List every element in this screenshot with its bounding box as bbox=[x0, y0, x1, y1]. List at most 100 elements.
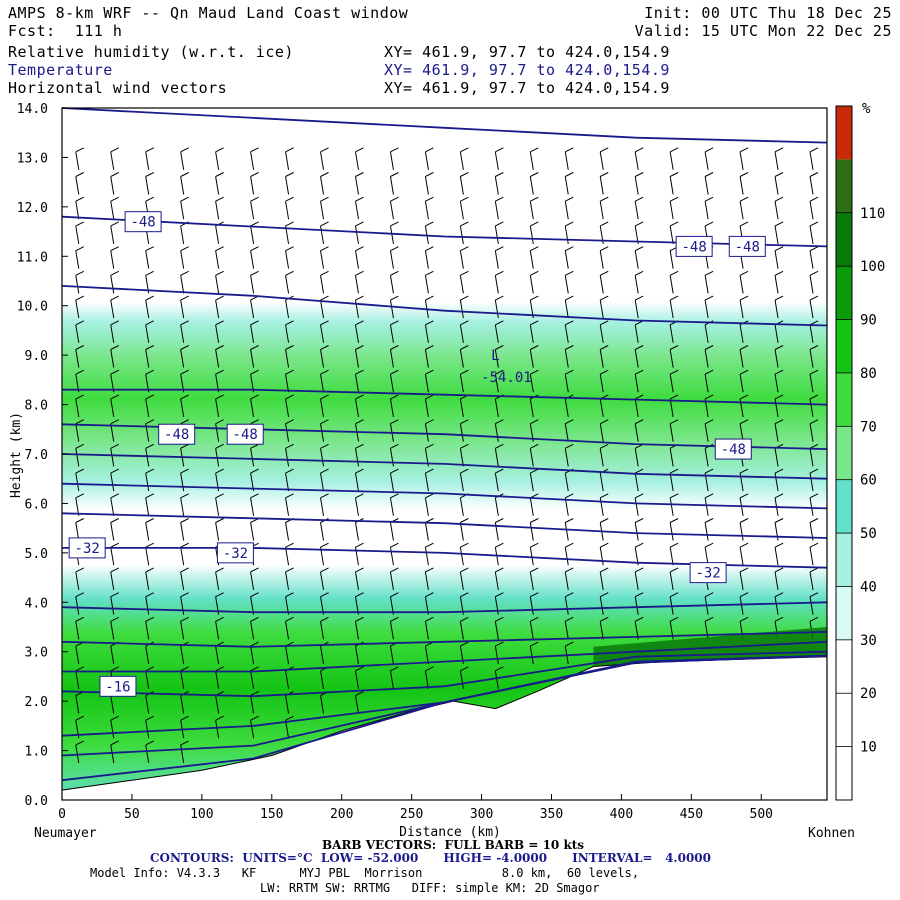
wind-barb bbox=[180, 567, 189, 591]
wind-barb bbox=[739, 567, 749, 591]
wind-barb bbox=[529, 443, 539, 467]
wind-barb bbox=[704, 518, 714, 541]
wind-barb bbox=[320, 443, 329, 467]
temperature-contour bbox=[61, 631, 828, 648]
wind-barb bbox=[494, 345, 504, 368]
wind-barb bbox=[704, 196, 714, 220]
colorbar-segment bbox=[836, 533, 852, 587]
wind-barb bbox=[110, 172, 119, 195]
wind-barb bbox=[180, 468, 189, 492]
temperature-contour bbox=[61, 285, 828, 327]
wind-barb bbox=[669, 468, 679, 492]
wind-barb bbox=[215, 196, 224, 220]
y-tick-label: 9.0 bbox=[25, 349, 48, 364]
wind-barb bbox=[110, 270, 119, 294]
y-tick-label: 1.0 bbox=[25, 745, 48, 760]
wind-barb bbox=[320, 369, 329, 393]
svg-text:-48: -48 bbox=[164, 427, 189, 443]
temperature-contour bbox=[62, 388, 828, 406]
wind-barb bbox=[424, 147, 434, 170]
wind-barb bbox=[215, 493, 224, 516]
wind-barb bbox=[145, 616, 154, 640]
wind-barb bbox=[389, 196, 399, 220]
wind-barb bbox=[285, 320, 294, 343]
colorbar-segment bbox=[836, 693, 852, 747]
wind-barb bbox=[599, 147, 609, 170]
wind-barb bbox=[389, 295, 399, 319]
wind-barb bbox=[739, 196, 749, 220]
wind-barb bbox=[809, 419, 819, 442]
wind-barb bbox=[634, 172, 644, 195]
wind-barb bbox=[215, 715, 224, 739]
wind-barb bbox=[564, 172, 574, 195]
wind-barb bbox=[424, 345, 434, 368]
wind-barb bbox=[285, 715, 294, 739]
contour-label: -32 bbox=[216, 542, 254, 564]
wind-barb bbox=[529, 172, 539, 195]
wind-barb bbox=[145, 592, 154, 615]
wind-barb bbox=[250, 666, 259, 689]
wind-barb bbox=[389, 270, 399, 294]
wind-barb bbox=[459, 221, 469, 245]
wind-barb bbox=[389, 369, 399, 393]
x-tick-label: 250 bbox=[400, 807, 423, 822]
wind-barb bbox=[739, 542, 749, 566]
wind-barb bbox=[354, 691, 364, 714]
y-axis-label: Height (km) bbox=[9, 412, 24, 498]
wind-barb bbox=[389, 320, 399, 343]
svg-text:-48: -48 bbox=[721, 442, 746, 458]
model-info-line2: LW: RRTM SW: RRTMG DIFF: simple KM: 2D S… bbox=[260, 881, 600, 895]
wind-barb bbox=[354, 369, 364, 393]
colorbar-unit: % bbox=[862, 101, 871, 117]
wind-barb bbox=[250, 394, 259, 418]
wind-barb bbox=[180, 270, 189, 294]
wind-barb bbox=[774, 270, 784, 294]
colorbar-frame bbox=[835, 105, 853, 801]
wind-barb bbox=[809, 345, 819, 368]
wind-barb bbox=[634, 369, 644, 393]
wind-barb bbox=[564, 443, 574, 467]
wind-barb bbox=[250, 172, 259, 195]
wind-barb bbox=[75, 443, 85, 467]
wind-barb bbox=[75, 616, 85, 640]
y-tick-label: 5.0 bbox=[25, 547, 48, 562]
wind-barb bbox=[354, 394, 364, 418]
wind-barb bbox=[564, 592, 574, 615]
wind-barb bbox=[599, 592, 609, 615]
wind-barb bbox=[145, 443, 154, 467]
x-tick-label: 150 bbox=[260, 807, 283, 822]
wind-barb bbox=[75, 493, 85, 516]
wind-barb bbox=[110, 592, 119, 615]
wind-barb bbox=[529, 542, 539, 566]
wind-barb bbox=[459, 468, 469, 492]
wind-barb bbox=[739, 270, 749, 294]
colorbar-label: 100 bbox=[860, 259, 885, 275]
wind-barb bbox=[564, 270, 574, 294]
wind-barb bbox=[180, 196, 189, 220]
colorbar-segment bbox=[836, 746, 852, 800]
wind-barb bbox=[285, 394, 294, 418]
wind-barb bbox=[634, 147, 644, 170]
wind-barb bbox=[529, 147, 539, 170]
wind-barb bbox=[354, 468, 364, 492]
wind-barb bbox=[494, 369, 504, 393]
wind-barb bbox=[669, 394, 679, 418]
wind-barb bbox=[215, 394, 224, 418]
wind-barb bbox=[75, 246, 85, 269]
contour-label: -32 bbox=[689, 562, 727, 584]
wind-barb bbox=[180, 518, 189, 541]
wind-barb bbox=[774, 468, 784, 492]
wind-barb bbox=[599, 443, 609, 467]
wind-barb bbox=[704, 147, 714, 170]
wind-barb bbox=[145, 295, 154, 319]
wind-barb bbox=[634, 246, 644, 269]
wind-barb bbox=[564, 567, 574, 591]
wind-barb bbox=[110, 740, 119, 764]
wind-barb bbox=[634, 493, 644, 516]
wind-barb bbox=[529, 345, 539, 368]
wind-barb bbox=[809, 320, 819, 343]
y-tick-label: 14.0 bbox=[17, 102, 48, 117]
wind-barb bbox=[634, 567, 644, 591]
wind-barb bbox=[529, 320, 539, 343]
colorbar-segment bbox=[836, 372, 852, 427]
